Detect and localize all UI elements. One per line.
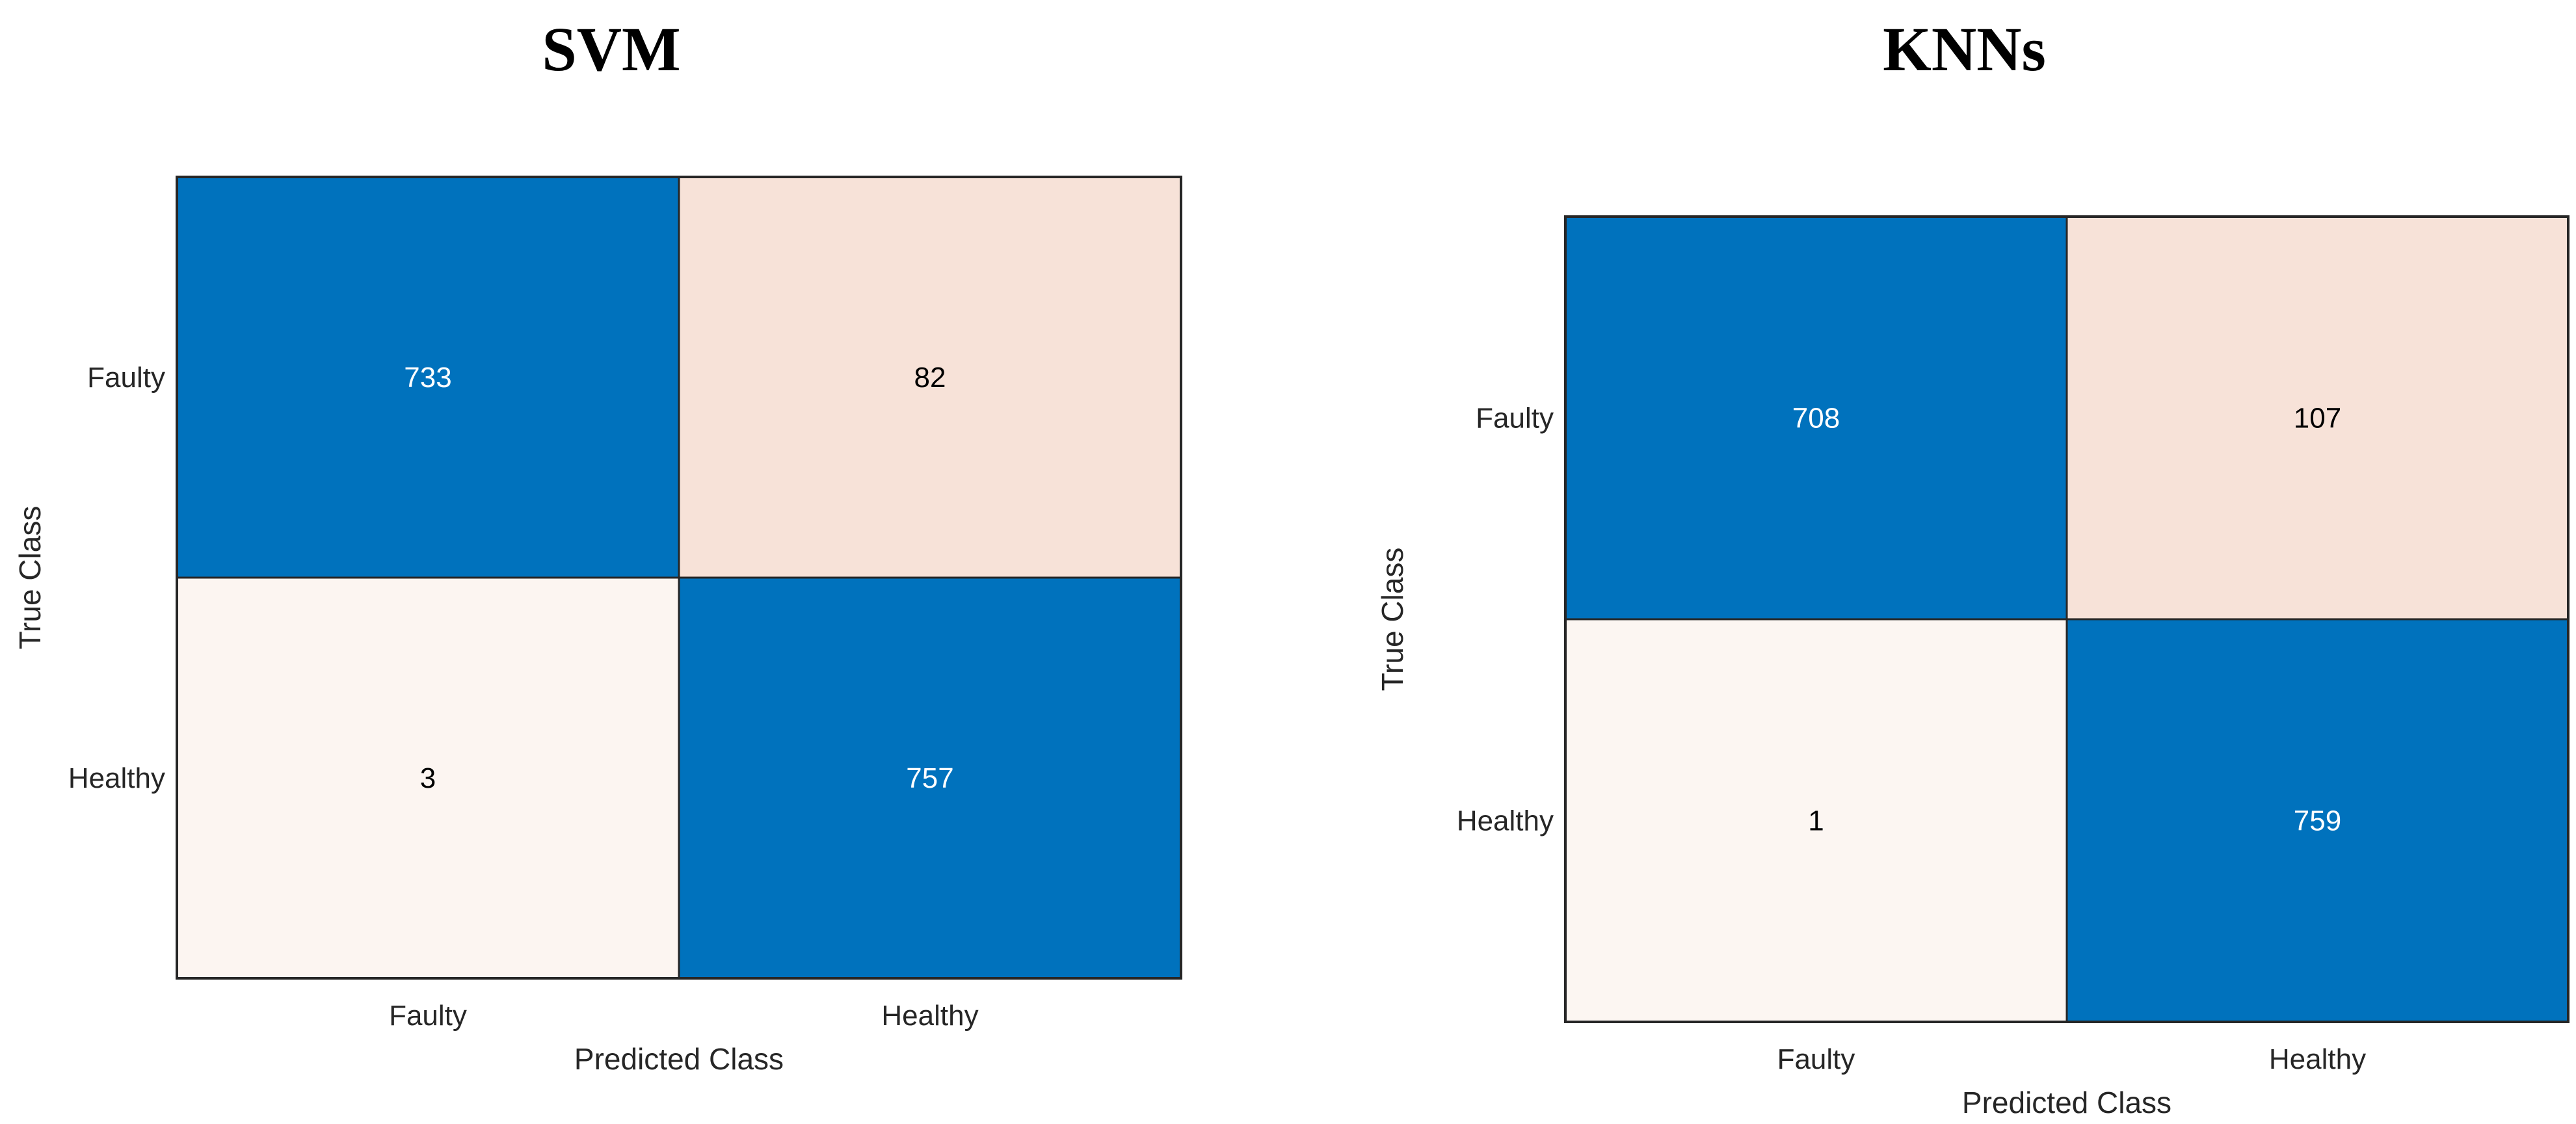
y-tick-label: Faulty <box>87 362 165 394</box>
x-tick-label: Healthy <box>881 1000 978 1032</box>
cell-value-label: 1 <box>1808 805 1824 837</box>
chart-title: SVM <box>542 14 681 84</box>
cell-value-label: 708 <box>1792 403 1840 435</box>
cell-value-label: 733 <box>404 362 451 394</box>
heatmap-svg: 708 107 1 759 Faulty Healthy Faulty Healthy Pred… <box>1375 215 2569 1119</box>
x-tick-label: Healthy <box>2269 1043 2366 1075</box>
cell-faulty-faulty <box>176 176 680 579</box>
x-tick-label: Faulty <box>1777 1043 1855 1075</box>
x-tick-label: Faulty <box>389 1000 467 1032</box>
y-tick-label: Healthy <box>68 762 165 794</box>
heatmap-svg: 733 82 3 757 Faulty Healthy Faulty Healthy Predi… <box>13 176 1182 1076</box>
cell-value-label: 107 <box>2294 403 2341 435</box>
y-axis-label: True Class <box>13 506 47 650</box>
cell-value-label: 759 <box>2294 805 2341 837</box>
y-tick-label: Healthy <box>1457 805 1554 837</box>
confusion-matrix-svm: SVM 733 82 3 757 Faulty Healthy Faulty Healthy P… <box>0 0 1223 1124</box>
cell-healthy-healthy <box>2065 618 2569 1023</box>
cell-value-label: 3 <box>420 762 436 794</box>
cell-value-label: 82 <box>914 362 946 394</box>
confusion-matrix-knns: KNNs 708 107 1 759 Faulty Healthy Faulty Health… <box>1353 0 2576 1124</box>
chart-title: KNNs <box>1883 14 2046 84</box>
cell-healthy-healthy <box>678 576 1182 980</box>
cell-healthy-faulty <box>176 576 680 980</box>
cell-healthy-faulty <box>1564 618 2068 1023</box>
x-axis-label: Predicted Class <box>1962 1086 2171 1119</box>
cell-faulty-healthy <box>2065 215 2569 621</box>
cell-value-label: 757 <box>906 762 953 794</box>
y-tick-label: Faulty <box>1476 403 1554 435</box>
cell-faulty-faulty <box>1564 215 2068 621</box>
plot-border <box>1564 215 2569 1023</box>
y-axis-label: True Class <box>1375 548 1409 691</box>
plot-border <box>176 176 1182 980</box>
x-axis-label: Predicted Class <box>574 1042 784 1076</box>
